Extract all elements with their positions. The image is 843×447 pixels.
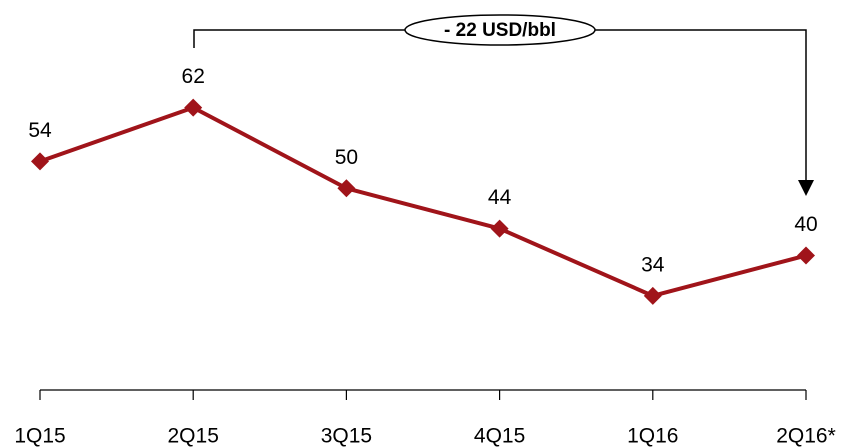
annotation-bubble <box>404 14 596 46</box>
bracket-left <box>193 29 405 48</box>
data-label: 40 <box>794 213 817 236</box>
x-tick-label: 1Q16 <box>627 425 678 447</box>
data-label: 34 <box>641 253 665 276</box>
data-label: 54 <box>28 119 52 142</box>
line <box>39 105 807 298</box>
x-tick-label: 3Q15 <box>321 425 372 447</box>
data-label: 62 <box>182 65 205 88</box>
bracket-right <box>595 29 807 182</box>
annotation: - 22 USD/bbl <box>444 20 556 41</box>
marker <box>31 152 49 171</box>
marker <box>490 219 509 238</box>
x-tick-label: 1Q15 <box>14 425 65 447</box>
marker <box>797 246 815 265</box>
x-tick-label: 2Q16* <box>776 425 836 447</box>
x-tick-label: 4Q15 <box>474 425 525 447</box>
data-label: 44 <box>488 186 512 209</box>
marker <box>337 179 356 198</box>
marker <box>643 286 662 305</box>
arrow-head <box>798 180 814 196</box>
marker <box>184 98 203 117</box>
x-tick-label: 2Q15 <box>168 425 219 447</box>
data-label: 50 <box>335 146 358 169</box>
